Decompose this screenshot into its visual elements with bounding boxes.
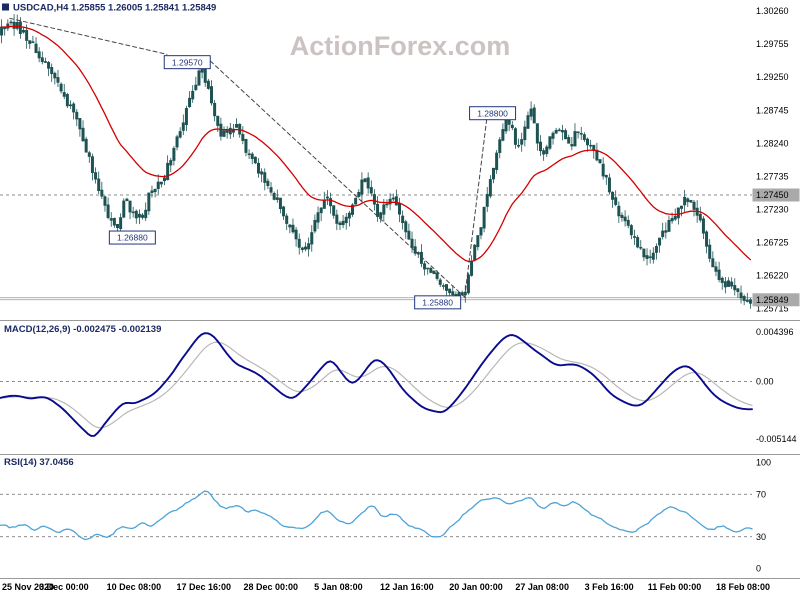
price-annotations: 1.29570 1.28800 1.26880 1.25880 xyxy=(108,55,517,310)
svg-text:1.27230: 1.27230 xyxy=(756,204,789,214)
svg-text:0.00: 0.00 xyxy=(756,376,774,386)
svg-text:-0.005144: -0.005144 xyxy=(756,434,797,444)
svg-text:1.27735: 1.27735 xyxy=(756,171,789,181)
svg-text:25 Nov 2020: 25 Nov 2020 xyxy=(2,582,54,592)
svg-text:3 Feb 16:00: 3 Feb 16:00 xyxy=(585,582,634,592)
price-axis-labels: 1.30260 1.29755 1.29250 1.28745 1.28240 1.277… xyxy=(756,6,789,313)
svg-text:27 Jan 08:00: 27 Jan 08:00 xyxy=(515,582,569,592)
svg-text:11 Feb 00:00: 11 Feb 00:00 xyxy=(648,582,702,592)
macd-signal-line xyxy=(0,341,753,429)
svg-text:0.004396: 0.004396 xyxy=(756,327,794,337)
svg-text:1.26725: 1.26725 xyxy=(756,237,789,247)
macd-line xyxy=(0,332,753,437)
svg-text:1.28240: 1.28240 xyxy=(756,138,789,148)
svg-text:1.28745: 1.28745 xyxy=(756,105,789,115)
svg-text:1.27450: 1.27450 xyxy=(756,190,789,200)
svg-text:1.28800: 1.28800 xyxy=(477,108,508,118)
rsi-line xyxy=(0,490,753,541)
svg-text:1.29755: 1.29755 xyxy=(756,39,789,49)
svg-text:28 Dec 00:00: 28 Dec 00:00 xyxy=(243,582,298,592)
svg-text:1.26220: 1.26220 xyxy=(756,271,789,281)
symbol-ohlc-header: USDCAD,H4 1.25855 1.26005 1.25841 1.2584… xyxy=(13,3,216,14)
chart-icon xyxy=(2,3,9,11)
svg-text:10 Dec 08:00: 10 Dec 08:00 xyxy=(107,582,162,592)
svg-text:1.30260: 1.30260 xyxy=(756,6,789,16)
svg-text:3 Dec 00:00: 3 Dec 00:00 xyxy=(39,582,89,592)
svg-text:17 Dec 16:00: 17 Dec 16:00 xyxy=(177,582,232,592)
svg-text:1.25715: 1.25715 xyxy=(756,304,789,314)
rsi-axis-labels: 100 70 30 0 xyxy=(756,457,771,573)
grid-lines xyxy=(0,194,752,538)
svg-text:30: 30 xyxy=(756,532,766,542)
svg-text:100: 100 xyxy=(756,457,771,467)
axis-level-labels: 1.27450 1.25849 xyxy=(752,188,800,307)
svg-text:20 Jan 00:00: 20 Jan 00:00 xyxy=(449,582,503,592)
svg-text:1.25880: 1.25880 xyxy=(422,298,453,308)
chart-generated-content: 1.29570 1.28800 1.26880 1.25880 1.30260 1.297… xyxy=(0,6,800,592)
svg-text:1.25849: 1.25849 xyxy=(756,295,789,305)
svg-text:1.29250: 1.29250 xyxy=(756,72,789,82)
ma-line xyxy=(0,25,752,263)
macd-label: MACD(12,26,9) -0.002475 -0.002139 xyxy=(4,324,161,335)
rsi-label: RSI(14) 37.0456 xyxy=(4,457,74,468)
macd-axis-labels: 0.004396 0.00 -0.005144 xyxy=(756,327,797,444)
svg-text:5 Jan 08:00: 5 Jan 08:00 xyxy=(314,582,363,592)
svg-text:1.26880: 1.26880 xyxy=(117,233,148,243)
svg-text:70: 70 xyxy=(756,489,766,499)
svg-text:0: 0 xyxy=(756,564,761,574)
svg-text:12 Jan 16:00: 12 Jan 16:00 xyxy=(380,582,434,592)
svg-text:1.29570: 1.29570 xyxy=(172,57,203,67)
trendlines xyxy=(9,17,488,298)
svg-text:18 Feb 08:00: 18 Feb 08:00 xyxy=(716,582,770,592)
watermark: ActionForex.com xyxy=(290,31,511,61)
panel-separators xyxy=(0,320,800,579)
